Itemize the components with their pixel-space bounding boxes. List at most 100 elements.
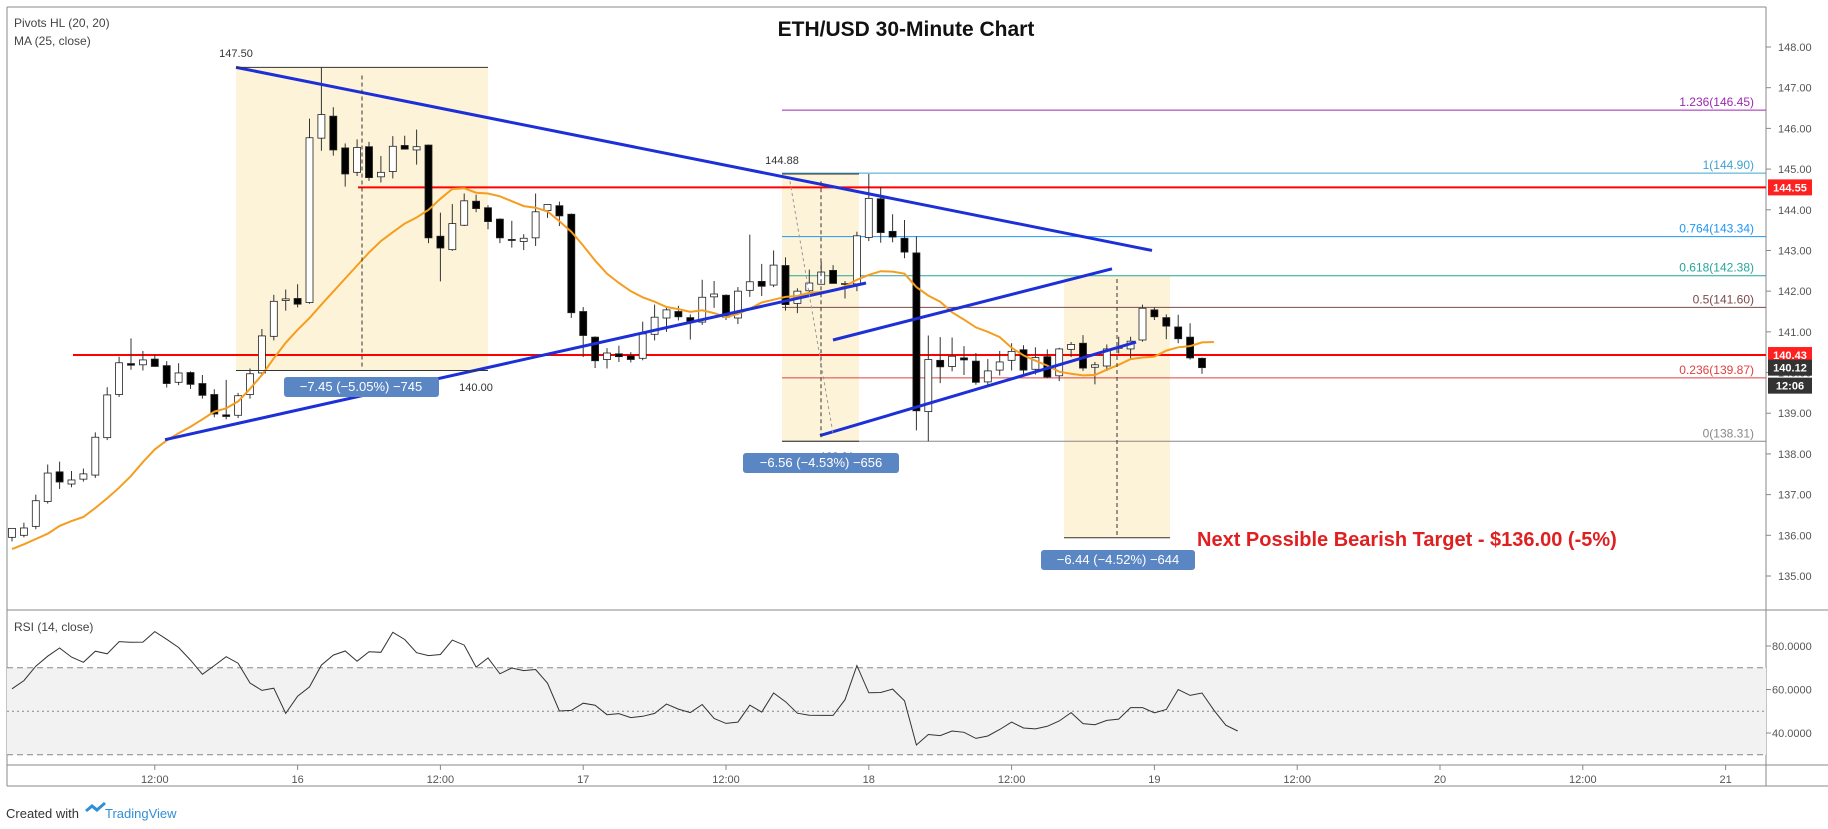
candle-body — [983, 370, 992, 383]
footer-brand[interactable]: TradingView — [105, 806, 177, 821]
candle-body — [400, 145, 409, 150]
candle-body — [138, 359, 147, 366]
price-tick-label: 147.00 — [1778, 83, 1812, 95]
measure-label-1-bg — [284, 377, 439, 397]
pivot-high-1-label: 147.50 — [219, 48, 253, 60]
candle-body — [293, 298, 302, 305]
moving-average — [11, 187, 1214, 551]
price-badge-bg — [1768, 359, 1812, 376]
price-tick-label: 143.00 — [1778, 245, 1812, 257]
candle-body — [662, 309, 671, 319]
time-tick-label: 12:00 — [427, 774, 455, 786]
candle-body — [1019, 349, 1028, 371]
candle-body — [281, 298, 290, 301]
candle-body — [769, 264, 778, 286]
candle-body — [162, 365, 171, 384]
time-tick-label: 19 — [1148, 774, 1160, 786]
time-tick-label: 12:00 — [712, 774, 740, 786]
candle-body — [567, 213, 576, 314]
candle-body — [222, 414, 231, 417]
candle-body — [888, 230, 897, 238]
measure-label-1: −7.45 (−5.05%) −745 — [284, 377, 439, 397]
time-tick-label: 16 — [291, 774, 303, 786]
pivot-low-1-label: 140.00 — [459, 382, 493, 394]
time-tick-label: 20 — [1434, 774, 1446, 786]
trend-lines — [164, 65, 1153, 442]
pivot-high-2-label: 144.88 — [765, 155, 799, 167]
candle-body — [1150, 309, 1159, 318]
candle-body — [829, 270, 837, 284]
price-badge-bg — [1768, 179, 1812, 196]
fib-label-4: 0.5(141.60) — [1693, 292, 1754, 306]
price-badge-text: 140.12 — [1773, 363, 1807, 375]
candle-body — [995, 361, 1004, 371]
price-tick-label: 135.00 — [1778, 571, 1812, 583]
candle-body — [757, 280, 766, 287]
price-tick-label: 146.00 — [1778, 123, 1812, 135]
candle-body — [876, 198, 885, 233]
candle-body — [924, 359, 933, 413]
bearish-target-text: Next Possible Bearish Target - $136.00 (… — [1197, 529, 1617, 551]
fib-label-6: 0(138.31) — [1703, 426, 1754, 440]
candle-body — [1007, 350, 1016, 361]
candle-body — [900, 237, 909, 253]
measure-label-1-text: −7.45 (−5.05%) −745 — [300, 379, 423, 394]
candlesticks — [8, 67, 1206, 542]
candle-body — [507, 239, 516, 241]
candle-body — [745, 281, 754, 291]
time-tick-label: 18 — [863, 774, 875, 786]
pivots-legend: Pivots HL (20, 20) — [14, 16, 110, 30]
candle-body — [1091, 364, 1099, 368]
candle-body — [43, 472, 52, 502]
rsi-tick-label: 80.0000 — [1772, 641, 1812, 653]
axes: 148.00 147.00 146.00 145.00 144.00 143.00 142.… — [141, 42, 1812, 786]
candle-body — [174, 372, 183, 383]
candle-body — [817, 271, 826, 285]
price-tick-label: 145.00 — [1778, 164, 1812, 176]
rsi-tick-label: 40.0000 — [1772, 728, 1812, 740]
descending-trendline — [235, 65, 1153, 252]
candle-body — [710, 293, 718, 298]
ma-line — [11, 187, 1214, 551]
candle-body — [436, 235, 445, 249]
candle-body — [555, 205, 564, 217]
fib-label-3: 0.618(142.38) — [1679, 261, 1754, 275]
rsi-tick-label: 60.0000 — [1772, 685, 1812, 697]
price-tick-label: 136.00 — [1778, 530, 1812, 542]
channel-lower-line — [819, 340, 1137, 438]
candle-body — [781, 265, 790, 305]
candle-body — [519, 237, 528, 242]
candle-body — [579, 311, 588, 336]
price-tick-label: 137.00 — [1778, 490, 1812, 502]
measure-label-2-text: −6.56 (−4.53%) −656 — [760, 455, 883, 470]
candle-body — [1102, 348, 1111, 367]
candle-body — [1031, 357, 1040, 370]
candle-body — [55, 471, 64, 483]
candle-body — [674, 311, 683, 318]
candle-body — [615, 353, 623, 358]
measure-label-3: −6.44 (−4.52%) −644 — [1041, 550, 1195, 570]
measure-label-3-text: −6.44 (−4.52%) −644 — [1057, 552, 1180, 567]
candle-body — [1067, 344, 1075, 350]
candle-body — [150, 358, 159, 367]
candle-body — [341, 147, 350, 175]
measure-label-3-bg — [1041, 550, 1195, 570]
time-tick-label: 12:00 — [141, 774, 169, 786]
candle-body — [531, 211, 540, 239]
fib-label-1: 1(144.90) — [1703, 158, 1754, 172]
candle-body — [448, 223, 457, 251]
price-tick-label: 142.00 — [1778, 286, 1812, 298]
candle-body — [960, 357, 968, 361]
price-tick-label: 148.00 — [1778, 42, 1812, 54]
rsi-pane — [7, 630, 1766, 756]
price-tick-label: 141.00 — [1778, 327, 1812, 339]
price-badge-bg — [1768, 377, 1812, 394]
candle-body — [638, 333, 647, 359]
candle-body — [1174, 326, 1183, 340]
ma-legend: MA (25, close) — [14, 34, 91, 48]
tradingview-logo-icon[interactable]: TradingView — [85, 802, 177, 821]
candle-body — [388, 145, 397, 172]
candle-body — [186, 372, 195, 385]
candle-body — [1138, 307, 1147, 341]
